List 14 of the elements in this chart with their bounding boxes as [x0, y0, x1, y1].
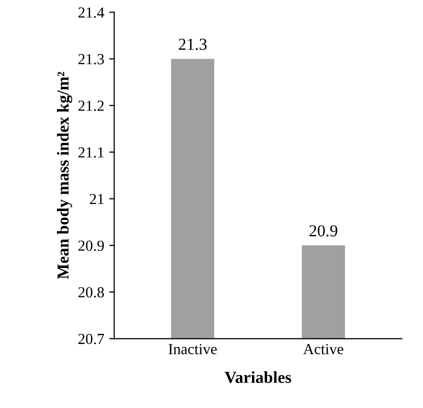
y-tick-label: 20.9 — [78, 240, 104, 251]
data-label: 21.3 — [178, 38, 207, 50]
x-axis-title: Variables — [224, 371, 292, 384]
y-tick-label: 21.1 — [78, 147, 104, 158]
y-axis-title: Mean body mass index kg/m² — [56, 72, 72, 280]
y-tick-label: 20.8 — [78, 287, 104, 298]
y-tick-label: 21.3 — [78, 54, 104, 64]
y-tick-label: 21.2 — [78, 100, 104, 112]
data-label: 20.9 — [310, 225, 338, 237]
y-tick-label: 20.7 — [78, 334, 104, 344]
x-tick-label: Inactive — [168, 344, 217, 354]
y-tick-label: 21 — [90, 194, 104, 204]
y-tick-label: 21.4 — [78, 7, 104, 18]
x-tick-label: Active — [303, 344, 344, 354]
